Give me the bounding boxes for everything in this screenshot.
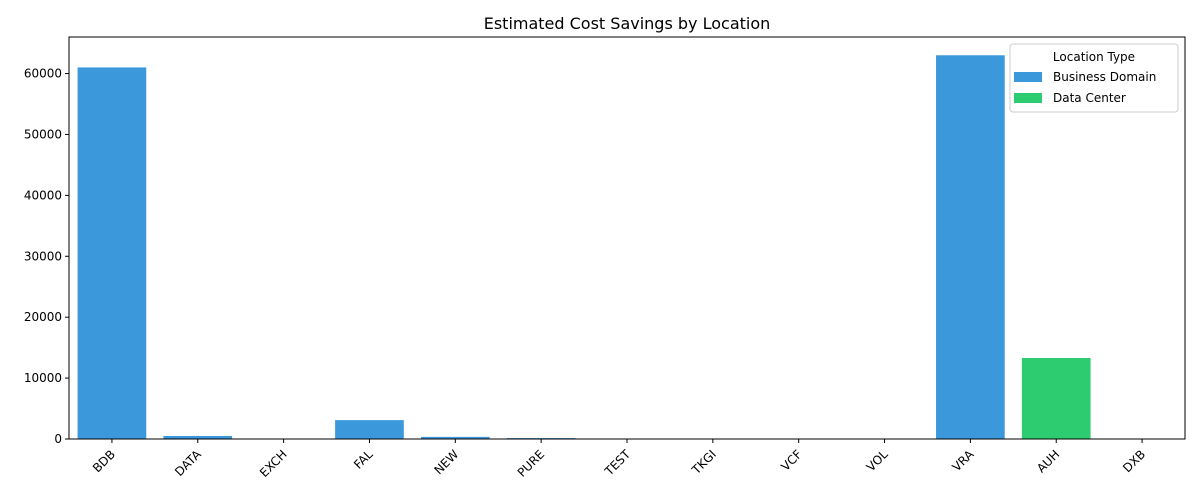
x-tick-label-bdb: BDB <box>90 447 118 475</box>
x-tick-label-vcf: VCF <box>778 447 805 474</box>
x-tick-label-vra: VRA <box>949 447 977 475</box>
bar-auh <box>1021 357 1091 439</box>
x-tick-label-fal: FAL <box>351 447 376 472</box>
y-tick-label: 20000 <box>24 310 62 324</box>
bar-vra <box>936 55 1005 439</box>
legend-entry-label: Data Center <box>1053 91 1126 105</box>
x-tick-label-auh: AUH <box>1034 447 1062 475</box>
x-tick-label-tkgi: TKGI <box>689 447 719 477</box>
y-tick-label: 60000 <box>24 67 62 81</box>
bar-new <box>420 436 490 439</box>
y-tick-label: 50000 <box>24 127 62 141</box>
y-tick-label: 0 <box>54 432 62 446</box>
bar-fal <box>335 420 404 439</box>
chart-title: Estimated Cost Savings by Location <box>484 14 771 33</box>
y-tick-label: 10000 <box>24 371 62 385</box>
x-tick-label-vol: VOL <box>864 447 891 474</box>
x-tick-label-new: NEW <box>431 447 461 477</box>
legend-box <box>1009 43 1179 113</box>
y-tick-label: 40000 <box>24 188 62 202</box>
x-tick-label-dxb: DXB <box>1120 447 1148 475</box>
y-tick-label: 30000 <box>24 249 62 263</box>
x-tick-label-test: TEST <box>601 447 633 479</box>
x-tick-label-data: DATA <box>172 447 204 479</box>
legend-entry-label: Business Domain <box>1053 70 1156 84</box>
x-tick-label-exch: EXCH <box>257 447 290 480</box>
x-tick-label-pure: PURE <box>515 447 547 479</box>
bar-bdb <box>77 67 147 440</box>
bar-data <box>163 435 233 439</box>
legend: Location Type Business Domain Data Center <box>1009 43 1179 113</box>
legend-swatch <box>1014 93 1042 103</box>
legend-title: Location Type <box>1053 50 1135 64</box>
legend-swatch <box>1014 72 1042 82</box>
